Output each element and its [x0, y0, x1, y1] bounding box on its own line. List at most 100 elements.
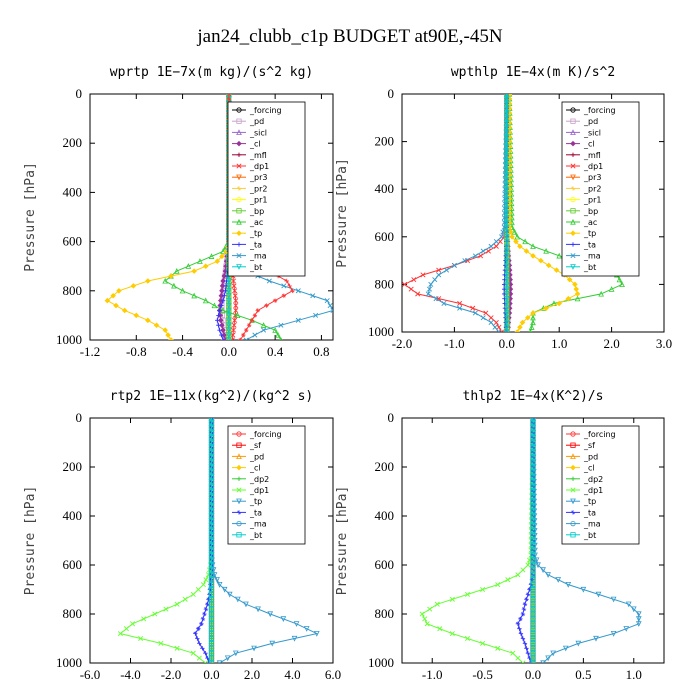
data-point: [110, 292, 116, 299]
legend-marker: [236, 464, 242, 471]
legend-marker: [236, 152, 242, 157]
data-point: [231, 283, 237, 289]
data-point: [208, 464, 215, 470]
data-point: [522, 641, 528, 646]
data-point: [266, 278, 272, 284]
data-point: [261, 327, 267, 333]
legend-label: _pr2: [583, 184, 601, 193]
data-point: [216, 313, 221, 318]
data-point: [530, 626, 536, 632]
data-point: [153, 322, 160, 329]
data-point: [530, 310, 536, 316]
data-point: [168, 337, 174, 340]
data-point: [530, 513, 536, 519]
legend-label: _pr2: [249, 184, 267, 193]
data-point: [220, 337, 226, 340]
data-point: [138, 635, 144, 642]
chart-panel-3: rtp2 1E−11x(kg^2)/(kg^2 s) Pressure [hPa]…: [23, 389, 341, 682]
legend: _forcing _sf _pd _cl _dp2 _dp1 _tp _ta _ma _bt: [227, 425, 306, 545]
legend-label: _ac: [583, 218, 597, 227]
data-point: [572, 281, 578, 288]
data-point: [501, 224, 507, 230]
legend-label: _forcing: [583, 106, 616, 115]
data-point: [185, 263, 192, 269]
data-point: [635, 616, 642, 622]
data-point: [104, 297, 111, 304]
data-point: [190, 650, 196, 656]
data-point: [208, 567, 215, 573]
data-point: [480, 640, 486, 646]
legend-marker: [570, 129, 576, 135]
data-point: [505, 577, 511, 583]
data-point: [291, 635, 298, 642]
data-point: [457, 305, 463, 311]
data-point: [478, 253, 484, 259]
data-point: [234, 312, 241, 318]
data-point: [243, 337, 249, 340]
x-tick-label: -0.8: [126, 344, 147, 359]
legend-marker: [570, 520, 576, 527]
data-point: [203, 577, 209, 583]
data-point: [495, 645, 501, 651]
data-point: [208, 621, 215, 627]
data-point: [310, 293, 316, 299]
data-point: [503, 139, 510, 145]
data-point: [503, 110, 510, 117]
data-point: [507, 229, 514, 235]
y-tick-label: 200: [375, 134, 395, 149]
x-tick-label: -1.0: [444, 336, 465, 351]
data-point: [503, 310, 510, 317]
data-point: [517, 243, 523, 250]
data-point: [217, 297, 224, 304]
data-point: [503, 96, 510, 102]
data-point: [208, 483, 215, 490]
y-tick-label: 600: [375, 557, 395, 572]
data-point: [530, 488, 536, 495]
data-point: [520, 611, 526, 617]
data-point: [269, 640, 276, 647]
data-point: [226, 96, 232, 102]
data-point: [503, 105, 510, 112]
data-point: [530, 660, 536, 663]
legend-label: _ma: [583, 520, 601, 529]
data-point: [503, 281, 510, 288]
data-point: [518, 631, 524, 636]
data-point: [503, 196, 510, 202]
series-line-ma: [427, 94, 508, 332]
data-point: [517, 626, 522, 631]
legend-label: _cl: [583, 140, 595, 149]
x-tick-label: -1.2: [80, 344, 101, 359]
data-point: [162, 327, 168, 333]
y-tick-label: 0: [76, 410, 83, 425]
legend-label: _ta: [249, 508, 262, 517]
data-point: [208, 650, 215, 656]
data-point: [208, 547, 215, 553]
legend-marker: [236, 163, 242, 169]
x-tick-label: 0.5: [575, 667, 591, 682]
data-point: [220, 298, 226, 303]
legend-marker: [236, 186, 242, 191]
data-point: [221, 586, 228, 593]
legend-marker: [570, 487, 576, 493]
x-tick-label: -2.0: [161, 667, 182, 682]
y-tick-label: 600: [375, 229, 395, 244]
legend-marker: [570, 152, 576, 157]
data-point: [208, 606, 215, 612]
data-point: [221, 273, 227, 279]
data-point: [504, 94, 510, 97]
legend-box: [561, 101, 640, 277]
legend-label: _sf: [583, 441, 595, 450]
data-point: [208, 601, 215, 607]
data-point: [260, 322, 267, 328]
data-point: [530, 645, 536, 651]
legend: _forcing _pd _sicl _cl _mfl _dp1 _pr3 _pr2 _pr1 _…: [561, 101, 640, 277]
data-point: [472, 310, 478, 316]
x-tick-label: 0.0: [499, 336, 515, 351]
data-point: [530, 454, 536, 460]
legend-label: _pr1: [249, 196, 267, 205]
data-point: [216, 582, 223, 588]
data-point: [191, 292, 197, 299]
legend-marker: [570, 442, 576, 448]
y-tick-label: 600: [63, 234, 83, 249]
legend-label: _dp2: [583, 475, 603, 484]
